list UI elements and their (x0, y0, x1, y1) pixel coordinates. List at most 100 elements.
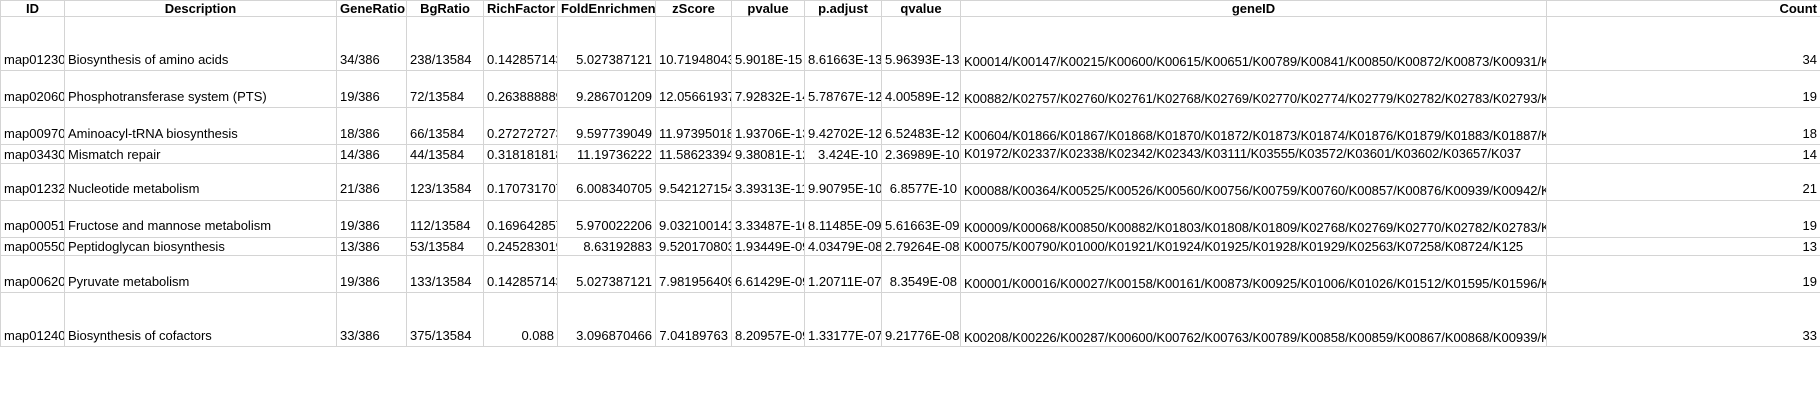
cell-qvalue[interactable]: 8.3549E-08 (881, 255, 961, 293)
cell-generatio[interactable]: 19/386 (336, 255, 407, 293)
cell-zscore[interactable]: 9.520170803 (655, 236, 732, 256)
cell-description[interactable]: Biosynthesis of amino acids (64, 16, 337, 71)
header-cell-count[interactable]: Count (1546, 0, 1820, 17)
cell-pvalue[interactable]: 8.20957E-09 (731, 292, 805, 347)
cell-count[interactable]: 14 (1546, 144, 1820, 164)
cell-bgratio[interactable]: 44/13584 (406, 144, 484, 164)
header-cell-richfactor[interactable]: RichFactor (483, 0, 558, 17)
cell-bgratio[interactable]: 123/13584 (406, 162, 484, 201)
cell-richfactor[interactable]: 0.318181818 (483, 144, 558, 164)
cell-bgratio[interactable]: 112/13584 (406, 199, 484, 238)
cell-pvalue[interactable]: 6.61429E-09 (731, 255, 805, 293)
cell-id[interactable]: map00051 (0, 199, 65, 238)
cell-qvalue[interactable]: 4.00589E-12 (881, 70, 961, 108)
cell-description[interactable]: Fructose and mannose metabolism (64, 199, 337, 238)
header-cell-padjust[interactable]: p.adjust (804, 0, 882, 17)
cell-padjust[interactable]: 5.78767E-12 (804, 70, 882, 108)
cell-bgratio[interactable]: 72/13584 (406, 70, 484, 108)
cell-pvalue[interactable]: 7.92832E-14 (731, 70, 805, 108)
cell-foldenrichment[interactable]: 9.286701209 (557, 70, 656, 108)
cell-geneid[interactable]: K01972/K02337/K02338/K02342/K02343/K0311… (960, 144, 1547, 164)
cell-richfactor[interactable]: 0.169642857 (483, 199, 558, 238)
cell-geneid[interactable]: K00009/K00068/K00850/K00882/K01803/K0180… (960, 199, 1547, 238)
cell-foldenrichment[interactable]: 11.19736222 (557, 144, 656, 164)
cell-geneid[interactable]: K00882/K02757/K02760/K02761/K02768/K0276… (960, 70, 1547, 108)
cell-id[interactable]: map00970 (0, 107, 65, 145)
cell-id[interactable]: map03430 (0, 144, 65, 164)
cell-generatio[interactable]: 33/386 (336, 292, 407, 347)
cell-zscore[interactable]: 9.542127154 (655, 162, 732, 201)
cell-bgratio[interactable]: 53/13584 (406, 236, 484, 256)
cell-description[interactable]: Biosynthesis of cofactors (64, 292, 337, 347)
header-cell-qvalue[interactable]: qvalue (881, 0, 961, 17)
cell-richfactor[interactable]: 0.245283019 (483, 236, 558, 256)
cell-geneid[interactable]: K00014/K00147/K00215/K00600/K00615/K0065… (960, 16, 1547, 71)
cell-qvalue[interactable]: 5.96393E-13 (881, 16, 961, 71)
cell-count[interactable]: 33 (1546, 292, 1820, 347)
cell-richfactor[interactable]: 0.170731707 (483, 162, 558, 201)
cell-generatio[interactable]: 14/386 (336, 144, 407, 164)
cell-generatio[interactable]: 21/386 (336, 162, 407, 201)
cell-padjust[interactable]: 8.61663E-13 (804, 16, 882, 71)
cell-generatio[interactable]: 19/386 (336, 70, 407, 108)
cell-richfactor[interactable]: 0.142857143 (483, 255, 558, 293)
cell-geneid[interactable]: K00088/K00364/K00525/K00526/K00560/K0075… (960, 162, 1547, 201)
header-cell-geneid[interactable]: geneID (960, 0, 1547, 17)
cell-generatio[interactable]: 13/386 (336, 236, 407, 256)
cell-padjust[interactable]: 9.90795E-10 (804, 162, 882, 201)
cell-zscore[interactable]: 10.71948043 (655, 16, 732, 71)
cell-zscore[interactable]: 12.05661937 (655, 70, 732, 108)
cell-count[interactable]: 34 (1546, 16, 1820, 71)
cell-description[interactable]: Pyruvate metabolism (64, 255, 337, 293)
cell-zscore[interactable]: 7.981956409 (655, 255, 732, 293)
cell-count[interactable]: 21 (1546, 162, 1820, 201)
cell-padjust[interactable]: 8.11485E-09 (804, 199, 882, 238)
cell-richfactor[interactable]: 0.263888889 (483, 70, 558, 108)
cell-geneid[interactable]: K00075/K00790/K01000/K01921/K01924/K0192… (960, 236, 1547, 256)
header-cell-id[interactable]: ID (0, 0, 65, 17)
cell-padjust[interactable]: 1.20711E-07 (804, 255, 882, 293)
cell-description[interactable]: Nucleotide metabolism (64, 162, 337, 201)
cell-padjust[interactable]: 9.42702E-12 (804, 107, 882, 145)
cell-generatio[interactable]: 19/386 (336, 199, 407, 238)
cell-qvalue[interactable]: 6.8577E-10 (881, 162, 961, 201)
cell-padjust[interactable]: 4.03479E-08 (804, 236, 882, 256)
cell-foldenrichment[interactable]: 5.027387121 (557, 255, 656, 293)
cell-pvalue[interactable]: 3.33487E-10 (731, 199, 805, 238)
cell-richfactor[interactable]: 0.142857143 (483, 16, 558, 71)
cell-qvalue[interactable]: 2.79264E-08 (881, 236, 961, 256)
header-cell-zscore[interactable]: zScore (655, 0, 732, 17)
cell-bgratio[interactable]: 66/13584 (406, 107, 484, 145)
cell-richfactor[interactable]: 0.088 (483, 292, 558, 347)
cell-bgratio[interactable]: 375/13584 (406, 292, 484, 347)
cell-bgratio[interactable]: 238/13584 (406, 16, 484, 71)
header-cell-description[interactable]: Description (64, 0, 337, 17)
cell-bgratio[interactable]: 133/13584 (406, 255, 484, 293)
cell-description[interactable]: Mismatch repair (64, 144, 337, 164)
cell-id[interactable]: map01230 (0, 16, 65, 71)
cell-padjust[interactable]: 1.33177E-07 (804, 292, 882, 347)
cell-count[interactable]: 19 (1546, 255, 1820, 293)
cell-zscore[interactable]: 9.032100141 (655, 199, 732, 238)
cell-geneid[interactable]: K00604/K01866/K01867/K01868/K01870/K0187… (960, 107, 1547, 145)
cell-count[interactable]: 13 (1546, 236, 1820, 256)
cell-zscore[interactable]: 11.58623394 (655, 144, 732, 164)
cell-foldenrichment[interactable]: 6.008340705 (557, 162, 656, 201)
cell-pvalue[interactable]: 5.9018E-15 (731, 16, 805, 71)
cell-qvalue[interactable]: 2.36989E-10 (881, 144, 961, 164)
cell-id[interactable]: map01232 (0, 162, 65, 201)
cell-id[interactable]: map00620 (0, 255, 65, 293)
cell-description[interactable]: Peptidoglycan biosynthesis (64, 236, 337, 256)
cell-pvalue[interactable]: 3.39313E-11 (731, 162, 805, 201)
cell-qvalue[interactable]: 6.52483E-12 (881, 107, 961, 145)
header-cell-bgratio[interactable]: BgRatio (406, 0, 484, 17)
cell-description[interactable]: Aminoacyl-tRNA biosynthesis (64, 107, 337, 145)
cell-richfactor[interactable]: 0.272727273 (483, 107, 558, 145)
cell-geneid[interactable]: K00208/K00226/K00287/K00600/K00762/K0076… (960, 292, 1547, 347)
cell-padjust[interactable]: 3.424E-10 (804, 144, 882, 164)
cell-zscore[interactable]: 7.04189763 (655, 292, 732, 347)
cell-generatio[interactable]: 34/386 (336, 16, 407, 71)
cell-pvalue[interactable]: 9.38081E-12 (731, 144, 805, 164)
header-cell-pvalue[interactable]: pvalue (731, 0, 805, 17)
cell-qvalue[interactable]: 9.21776E-08 (881, 292, 961, 347)
